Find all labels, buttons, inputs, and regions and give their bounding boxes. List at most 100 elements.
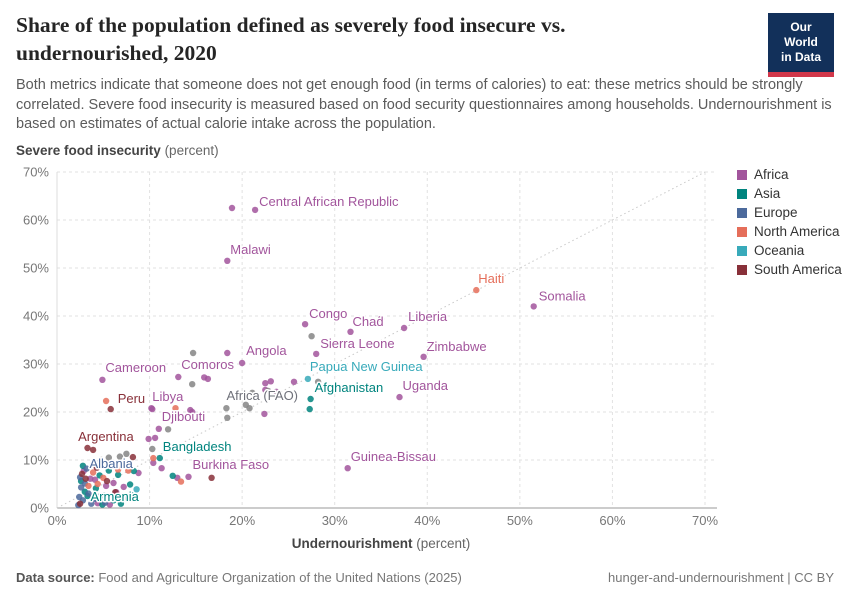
data-point[interactable] <box>290 378 298 385</box>
data-point-burkina-faso[interactable] <box>185 473 192 480</box>
data-point-liberia[interactable] <box>400 324 408 332</box>
data-point[interactable] <box>151 434 159 442</box>
point-label-malawi: Malawi <box>230 242 271 257</box>
data-point[interactable] <box>223 405 230 412</box>
data-point[interactable] <box>116 453 124 460</box>
data-point[interactable] <box>112 489 119 496</box>
data-point-angola[interactable] <box>238 359 246 367</box>
data-point[interactable] <box>87 475 94 482</box>
data-point[interactable] <box>172 405 179 412</box>
data-point-haiti[interactable] <box>473 286 480 294</box>
legend-item-oceania[interactable]: Oceania <box>737 241 842 260</box>
data-point[interactable] <box>228 204 236 212</box>
data-point[interactable] <box>242 401 249 408</box>
legend-item-south-america[interactable]: South America <box>737 260 842 279</box>
data-point[interactable] <box>101 499 109 506</box>
data-point[interactable] <box>133 486 140 493</box>
data-point[interactable] <box>120 483 127 491</box>
data-point[interactable] <box>150 459 157 467</box>
data-point[interactable] <box>249 389 256 396</box>
legend-item-europe[interactable]: Europe <box>737 203 842 222</box>
data-point[interactable] <box>150 454 157 462</box>
data-point[interactable] <box>224 414 231 421</box>
data-point-malawi[interactable] <box>224 257 231 264</box>
data-point[interactable] <box>83 465 90 472</box>
data-point[interactable] <box>85 490 92 497</box>
data-point[interactable] <box>114 471 122 479</box>
data-point[interactable] <box>89 469 97 476</box>
data-point[interactable] <box>145 435 152 443</box>
data-point-peru[interactable] <box>107 405 114 413</box>
data-point[interactable] <box>114 466 122 473</box>
data-point[interactable] <box>129 453 137 461</box>
data-point[interactable] <box>110 479 117 487</box>
data-point[interactable] <box>189 349 197 357</box>
owid-logo[interactable]: Our World in Data <box>768 13 834 77</box>
data-point-guinea-bissau[interactable] <box>344 465 351 472</box>
data-point-zimbabwe[interactable] <box>420 353 427 360</box>
data-point-central-african-republic[interactable] <box>251 206 259 214</box>
data-point-chad[interactable] <box>347 328 354 335</box>
page-title: Share of the population defined as sever… <box>16 13 566 65</box>
data-point[interactable] <box>267 378 274 385</box>
data-point[interactable] <box>123 450 130 457</box>
data-point-somalia[interactable] <box>530 303 537 310</box>
data-point[interactable] <box>130 467 137 475</box>
data-point[interactable] <box>149 445 156 453</box>
data-point[interactable] <box>164 426 172 433</box>
data-point[interactable] <box>125 467 132 474</box>
legend-item-asia[interactable]: Asia <box>737 184 842 203</box>
data-point[interactable] <box>85 482 92 490</box>
data-point[interactable] <box>117 500 125 507</box>
data-point-djibouti[interactable] <box>155 425 162 432</box>
legend-item-africa[interactable]: Africa <box>737 165 842 184</box>
data-point[interactable] <box>189 381 196 388</box>
data-point[interactable] <box>94 480 101 488</box>
data-point[interactable] <box>102 482 110 490</box>
data-point[interactable] <box>264 387 272 395</box>
data-point-papua-new-guinea[interactable] <box>304 375 312 383</box>
data-point[interactable] <box>82 475 89 482</box>
data-point[interactable] <box>169 472 176 479</box>
data-point-bangladesh[interactable] <box>156 454 163 462</box>
data-point[interactable] <box>126 481 134 488</box>
legend-item-north-america[interactable]: North America <box>737 222 842 241</box>
footer-right-text[interactable]: hunger-and-undernourishment | CC BY <box>608 570 834 585</box>
data-point[interactable] <box>208 474 215 481</box>
data-point[interactable] <box>314 378 322 385</box>
data-point[interactable] <box>224 349 231 357</box>
data-point-congo[interactable] <box>301 321 309 328</box>
data-point[interactable] <box>93 464 101 471</box>
data-point[interactable] <box>105 467 113 474</box>
data-point[interactable] <box>77 484 85 491</box>
data-point-uganda[interactable] <box>396 393 403 401</box>
data-point-afghanistan[interactable] <box>307 395 314 403</box>
data-point[interactable] <box>105 454 113 461</box>
data-point[interactable] <box>110 497 117 504</box>
data-point[interactable] <box>177 478 185 485</box>
data-point-cameroon[interactable] <box>99 376 106 383</box>
data-point[interactable] <box>377 315 385 323</box>
data-point[interactable] <box>103 477 111 485</box>
data-point[interactable] <box>118 494 126 502</box>
data-point[interactable] <box>96 493 103 500</box>
data-point[interactable] <box>76 500 84 507</box>
data-point[interactable] <box>306 405 313 413</box>
data-point[interactable] <box>88 500 95 507</box>
data-point[interactable] <box>148 405 155 412</box>
data-point[interactable] <box>201 374 208 381</box>
data-point-argentina[interactable] <box>89 446 97 454</box>
data-point-sierra-leone[interactable] <box>313 350 320 358</box>
data-point[interactable] <box>78 470 86 478</box>
data-point[interactable] <box>262 380 269 387</box>
data-point[interactable] <box>261 410 268 418</box>
data-point[interactable] <box>275 390 282 397</box>
data-point[interactable] <box>102 397 110 405</box>
data-point[interactable] <box>308 333 315 340</box>
data-point[interactable] <box>84 444 91 452</box>
data-point[interactable] <box>189 408 196 416</box>
data-point[interactable] <box>127 491 135 499</box>
data-point[interactable] <box>98 456 105 464</box>
data-point[interactable] <box>158 465 165 472</box>
data-point-comoros[interactable] <box>175 373 182 381</box>
